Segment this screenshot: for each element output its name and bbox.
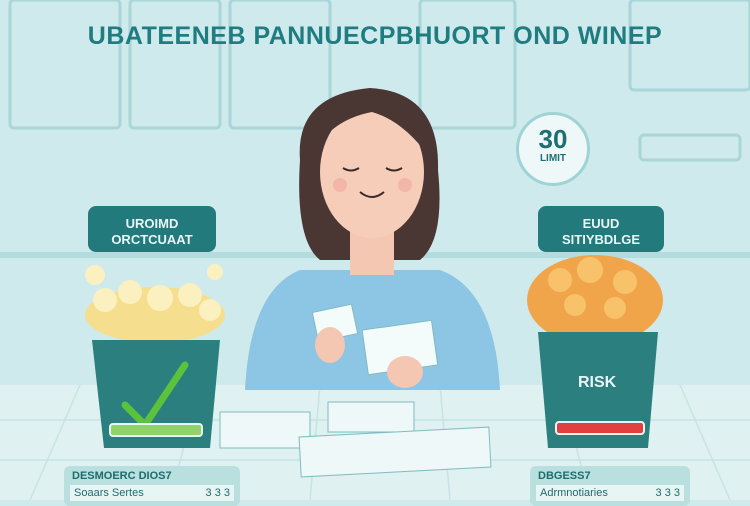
left-label-line1: UROIMD xyxy=(125,216,179,231)
badge-number: 30 xyxy=(538,124,568,154)
risk-text: RISK xyxy=(578,374,617,391)
right-info-card: DBGESS7 Adrmnotiaries 3 3 3 xyxy=(530,466,690,506)
left-info-card: DESMOERC DIOS7 Soaars Sertes 3 3 3 xyxy=(64,466,240,506)
good-bar xyxy=(109,423,203,437)
left-card-heading: DESMOERC DIOS7 xyxy=(72,470,172,482)
right-label-line2: SITIYBDLGE xyxy=(561,232,640,247)
right-card-heading: DBGESS7 xyxy=(538,470,591,482)
left-card-row-label: Soaars Sertes xyxy=(74,487,144,499)
right-card-row-value: 3 3 3 xyxy=(655,487,680,499)
left-card-row-value: 3 3 3 xyxy=(205,487,230,499)
risk-bar xyxy=(555,421,645,435)
page-title: UBATEENEB PANNUECPBHUORT OND WINEP xyxy=(87,22,663,50)
right-label-line1: EUUD xyxy=(582,216,620,231)
left-label-line2: ORCTCUAAT xyxy=(111,232,193,247)
right-label: EUUD SITIYBDLGE xyxy=(538,206,664,252)
badge-text: LIMIT xyxy=(539,153,567,164)
left-label: UROIMD ORCTCUAAT xyxy=(88,206,216,252)
limit-badge: 30 LIMIT xyxy=(516,112,590,186)
right-card-row-label: Adrmnotiaries xyxy=(540,487,608,499)
woman-figure xyxy=(245,88,500,390)
